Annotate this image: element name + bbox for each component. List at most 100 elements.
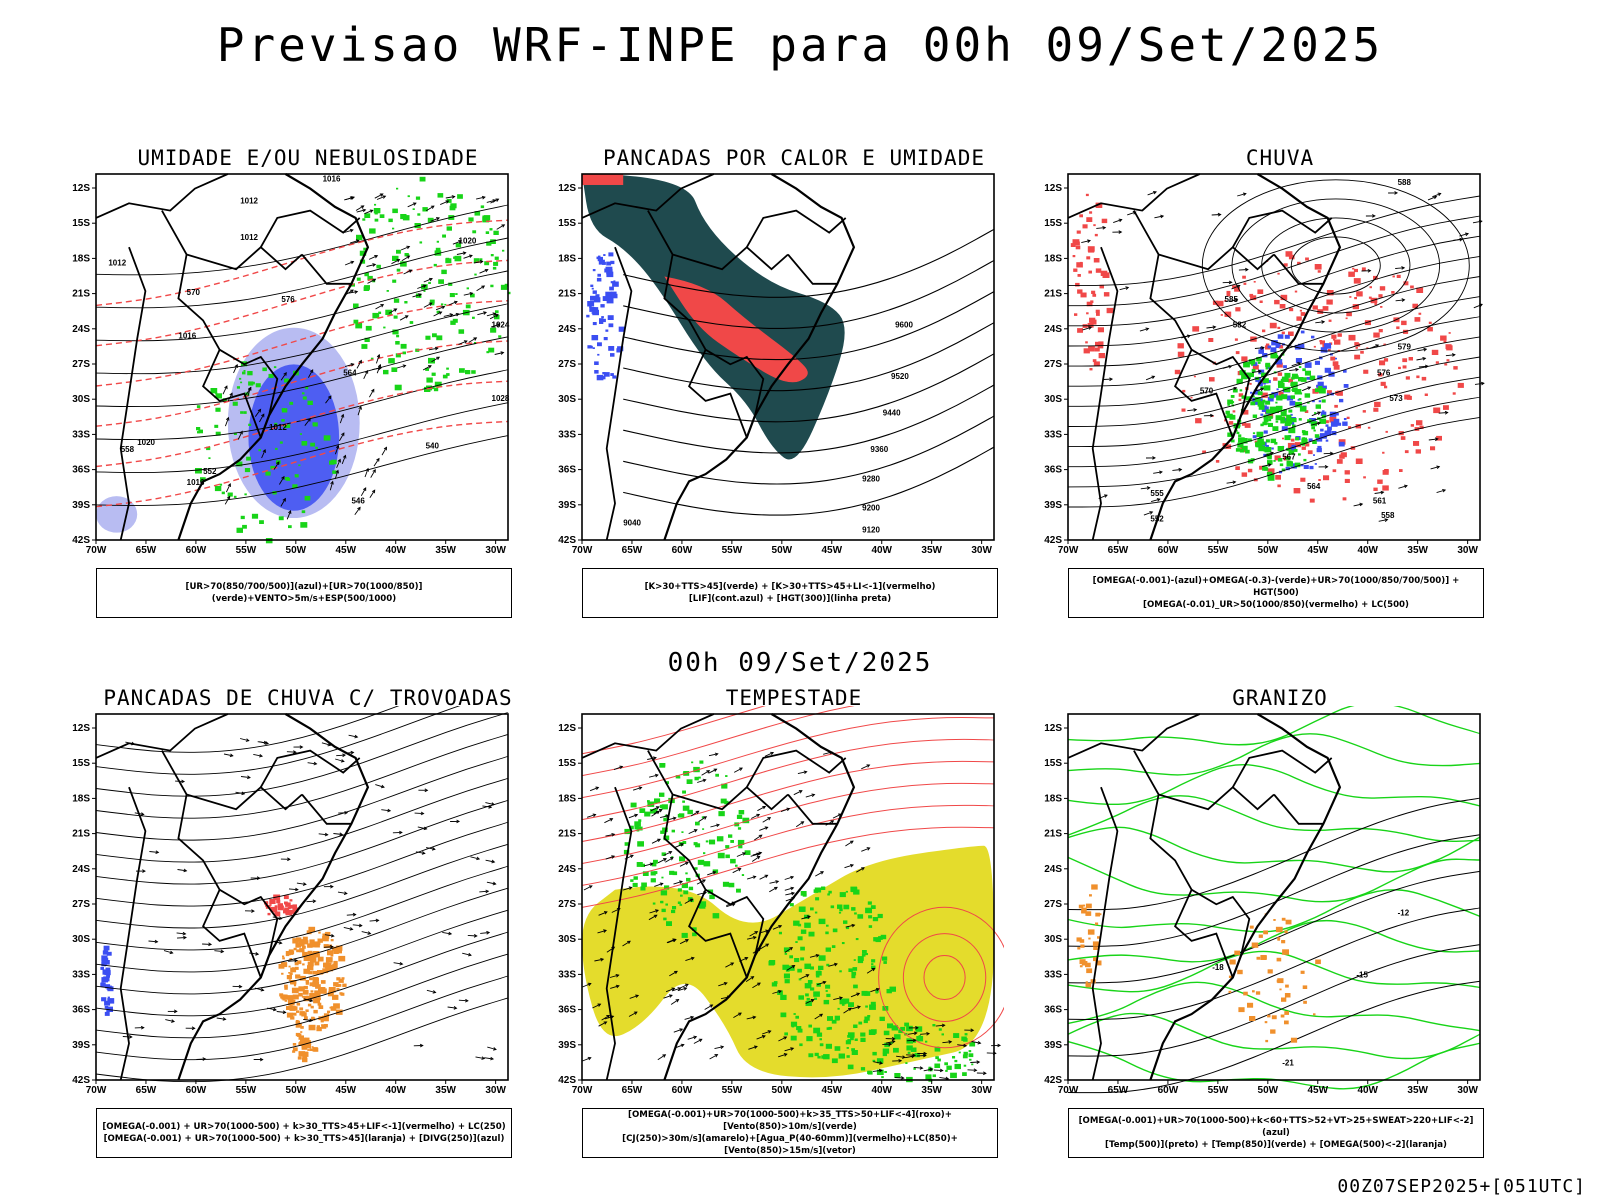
rain-area-blue — [1252, 398, 1258, 402]
streamline-arrow — [1401, 266, 1406, 270]
wind-area-green — [691, 761, 694, 764]
wind-area-green — [889, 986, 896, 992]
streamline-arrow — [1427, 196, 1437, 201]
rain-area-red — [1076, 262, 1083, 268]
wind-vector — [351, 196, 356, 200]
wind-vector — [762, 817, 771, 823]
thunder-area-orange — [296, 960, 302, 965]
wind-area-green — [876, 1058, 884, 1064]
streamline-arrow — [426, 847, 435, 850]
lon-label: 60W — [672, 545, 693, 556]
rain-area-red — [1094, 347, 1100, 352]
wind-vector — [866, 968, 875, 974]
humidity-low-green — [372, 312, 380, 319]
wind-vector — [367, 278, 376, 284]
wind-vector — [764, 826, 769, 830]
pancadas-trovoadas-layers — [95, 706, 509, 1083]
wind-vector — [655, 806, 660, 810]
streamline-arrow — [1159, 470, 1163, 475]
wind-vector — [752, 875, 757, 879]
rain-area-green — [1303, 458, 1307, 462]
streamline-arrow — [324, 832, 329, 837]
wind-vector — [492, 312, 497, 316]
lifted-index-contour — [605, 291, 612, 297]
instability-area — [664, 276, 808, 383]
wind-area-green — [804, 983, 812, 989]
wind-vector — [462, 251, 467, 255]
rain-area-blue — [1317, 375, 1323, 380]
country-border — [605, 786, 633, 1081]
wind-area-green — [887, 1023, 894, 1029]
rain-area-red — [1267, 468, 1275, 474]
wind-area-green — [672, 906, 677, 910]
rain-area-red — [1088, 346, 1095, 352]
humidity-low-green — [490, 239, 496, 244]
wind-area-green — [647, 801, 655, 807]
streamline-arrow — [253, 753, 263, 757]
lifted-index-contour — [607, 315, 614, 320]
rain-area-red — [1234, 338, 1238, 341]
wind-area-green — [722, 881, 730, 887]
wind-vector — [468, 254, 473, 258]
rain-area-red — [1453, 366, 1458, 370]
humidity-low-green — [388, 218, 393, 223]
omega-area-orange — [1093, 946, 1098, 950]
wind-vector — [748, 1045, 758, 1050]
thunder-area-orange — [280, 997, 283, 999]
rain-area-red — [1325, 420, 1329, 424]
wind-area-green — [639, 808, 646, 813]
wind-area-green — [709, 839, 716, 845]
streamline-arrow — [1453, 238, 1463, 241]
rain-area-blue — [1283, 365, 1287, 369]
wind-vector — [483, 311, 488, 315]
divergence-area-blue — [107, 998, 115, 1004]
streamline-arrow — [1125, 286, 1130, 290]
thunder-area-orange — [298, 992, 303, 997]
wind-vector — [648, 774, 659, 778]
rain-area-red — [1235, 466, 1240, 470]
omega-area-orange — [1280, 1014, 1285, 1018]
wind-vector — [494, 314, 499, 318]
rain-area-blue — [1290, 463, 1297, 469]
contour-label: 1012 — [240, 233, 258, 242]
streamline-arrow — [154, 939, 159, 944]
omega-area-orange — [1256, 956, 1261, 960]
wind-area-green — [865, 953, 868, 956]
lat-label: 30S — [558, 394, 576, 405]
wind-vector — [622, 940, 631, 947]
wind-area-green — [871, 965, 876, 970]
wind-vector — [481, 195, 486, 200]
thunder-area-orange — [297, 1056, 302, 1060]
wind-vector — [679, 861, 689, 867]
lon-label: 40W — [871, 545, 892, 556]
rain-area-red — [1305, 257, 1309, 261]
thickness-contour — [95, 420, 509, 508]
lat-label: 12S — [1044, 183, 1062, 194]
wind-vector — [458, 240, 463, 244]
humidity-low-green — [457, 194, 463, 199]
rain-area-red — [1093, 258, 1100, 263]
wind-vector — [445, 196, 455, 199]
rain-area-red — [1257, 289, 1264, 294]
divergence-area-blue — [106, 951, 112, 956]
wind-vector — [704, 1004, 713, 1010]
rain-area-green — [1280, 420, 1285, 424]
thunder-area-orange — [303, 995, 311, 1002]
streamline-red — [581, 826, 995, 908]
rain-area-red — [1262, 329, 1266, 333]
streamline-arrow — [344, 810, 349, 815]
thunder-area-orange — [303, 968, 310, 974]
country-border — [1133, 750, 1275, 811]
humidity-low-green — [356, 277, 361, 281]
contour-label: 1012 — [269, 423, 287, 432]
humidity-low-green — [431, 386, 435, 390]
thunder-area-orange — [333, 1003, 340, 1009]
streamline-arrow — [1438, 412, 1448, 414]
rain-area-green — [1252, 414, 1258, 418]
streamline-arrow — [149, 851, 159, 853]
wind-vector — [861, 764, 870, 770]
country-border — [1232, 749, 1333, 788]
rain-area-red — [1400, 436, 1406, 440]
rain-area-blue — [1265, 445, 1269, 448]
wind-vector — [428, 302, 433, 306]
